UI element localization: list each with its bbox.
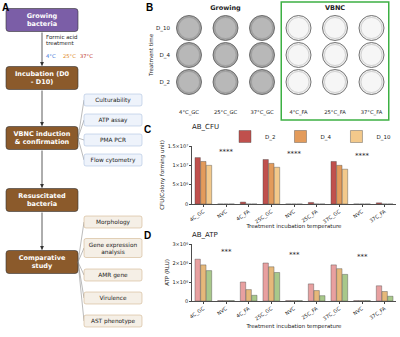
svg-text:NVC: NVC — [284, 208, 297, 219]
svg-text:NVC: NVC — [352, 305, 365, 316]
svg-text:NVC: NVC — [284, 305, 297, 316]
svg-text:4°C: 4°C — [46, 53, 56, 59]
svg-text:Formic acid: Formic acid — [46, 34, 78, 40]
svg-text:***: *** — [357, 253, 368, 261]
svg-text:1×10⁷: 1×10⁷ — [172, 162, 188, 168]
svg-text:25C_GC: 25C_GC — [254, 208, 275, 225]
svg-text:D_10: D_10 — [156, 25, 170, 32]
svg-text:****: **** — [355, 152, 370, 160]
html-text:D: D — [144, 230, 152, 241]
svg-text:D_2: D_2 — [265, 134, 275, 141]
svg-text:4C_FA: 4C_FA — [235, 208, 252, 223]
svg-text:VBNC induction: VBNC induction — [14, 130, 71, 138]
svg-text:****: **** — [287, 150, 302, 158]
svg-text:& confirmation: & confirmation — [15, 138, 70, 146]
svg-text:NVC: NVC — [352, 208, 365, 219]
svg-text:4°C_FA: 4°C_FA — [289, 109, 308, 116]
svg-text:Treatment time: Treatment time — [148, 33, 154, 77]
svg-text:D_4: D_4 — [160, 52, 171, 59]
svg-text:analysis: analysis — [101, 249, 124, 256]
svg-text:Gene expression: Gene expression — [89, 242, 138, 249]
svg-text:Resuscitated: Resuscitated — [18, 192, 66, 200]
svg-text:D_2: D_2 — [160, 79, 170, 86]
svg-text:Flow cytometry: Flow cytometry — [91, 157, 136, 164]
svg-text:37°C_FA: 37°C_FA — [361, 109, 383, 116]
html-text:A: A — [2, 2, 10, 13]
svg-text:37°C_GC: 37°C_GC — [250, 109, 273, 116]
svg-text:Treatment incubation temperatu: Treatment incubation temperature — [246, 323, 343, 330]
svg-text:37C_FA: 37C_FA — [368, 208, 387, 225]
svg-text:NVC: NVC — [216, 305, 229, 316]
svg-text:2×10⁶: 2×10⁶ — [172, 260, 188, 266]
svg-text:Culturability: Culturability — [95, 97, 131, 104]
svg-text:25C_GC: 25C_GC — [254, 305, 275, 322]
svg-text:25°C_GC: 25°C_GC — [214, 109, 237, 116]
svg-text:study: study — [32, 262, 53, 270]
svg-text:***: *** — [289, 251, 300, 259]
svg-text:37C_FA: 37C_FA — [368, 305, 387, 322]
svg-text:Treatment incubation temperatu: Treatment incubation temperature — [246, 223, 343, 230]
svg-text:0: 0 — [185, 298, 188, 304]
svg-text:ATP (RLU): ATP (RLU) — [164, 259, 170, 286]
html-text:C: C — [144, 124, 152, 135]
svg-text:25C_FA: 25C_FA — [300, 305, 319, 322]
svg-text:1.5×10⁷: 1.5×10⁷ — [168, 143, 189, 149]
svg-text:Comparative: Comparative — [19, 254, 66, 262]
svg-text:4C_FA: 4C_FA — [235, 305, 252, 320]
svg-text:bacteria: bacteria — [27, 200, 57, 208]
svg-text:AMR gene: AMR gene — [98, 272, 128, 279]
svg-text:0: 0 — [185, 201, 188, 207]
svg-text:NVC: NVC — [216, 208, 229, 219]
svg-text:25C_FA: 25C_FA — [300, 208, 319, 225]
html-text:B: B — [146, 2, 154, 13]
svg-text:37°C: 37°C — [80, 53, 93, 59]
svg-text:1×10⁶: 1×10⁶ — [172, 279, 188, 285]
svg-text:4C_GC: 4C_GC — [188, 305, 206, 321]
svg-text:Growing: Growing — [27, 12, 58, 20]
svg-text:37C_GC: 37C_GC — [322, 208, 343, 225]
svg-text:3×10⁶: 3×10⁶ — [172, 241, 188, 247]
svg-text:Virulence: Virulence — [99, 295, 127, 301]
svg-text:25°C_FA: 25°C_FA — [324, 109, 346, 116]
svg-text:- D10): - D10) — [31, 78, 53, 86]
svg-text:CFU(Colony forming unit): CFU(Colony forming unit) — [159, 140, 166, 210]
svg-text:VBNC: VBNC — [325, 4, 345, 12]
svg-text:***: *** — [221, 248, 232, 256]
svg-text:5×10⁶: 5×10⁶ — [172, 181, 188, 187]
svg-text:25°C: 25°C — [63, 53, 76, 59]
svg-text:AB_ATP: AB_ATP — [192, 231, 218, 239]
svg-text:37C_GC: 37C_GC — [322, 305, 343, 322]
svg-text:****: **** — [219, 148, 234, 156]
svg-text:Incubation (D0: Incubation (D0 — [15, 70, 70, 78]
svg-text:AB_CFU: AB_CFU — [192, 123, 219, 131]
svg-text:ATP assay: ATP assay — [99, 117, 129, 124]
svg-text:4C_GC: 4C_GC — [188, 208, 206, 224]
svg-text:D_4: D_4 — [320, 134, 331, 141]
svg-text:D_10: D_10 — [376, 134, 390, 141]
svg-text:Growing: Growing — [210, 4, 241, 12]
svg-text:PMA PCR: PMA PCR — [100, 137, 126, 143]
svg-text:4°C_GC: 4°C_GC — [179, 109, 199, 116]
svg-text:AST phenotype: AST phenotype — [91, 318, 136, 325]
svg-text:Morphology: Morphology — [96, 219, 131, 226]
svg-text:bacteria: bacteria — [27, 20, 57, 28]
svg-text:treatment: treatment — [46, 40, 74, 46]
